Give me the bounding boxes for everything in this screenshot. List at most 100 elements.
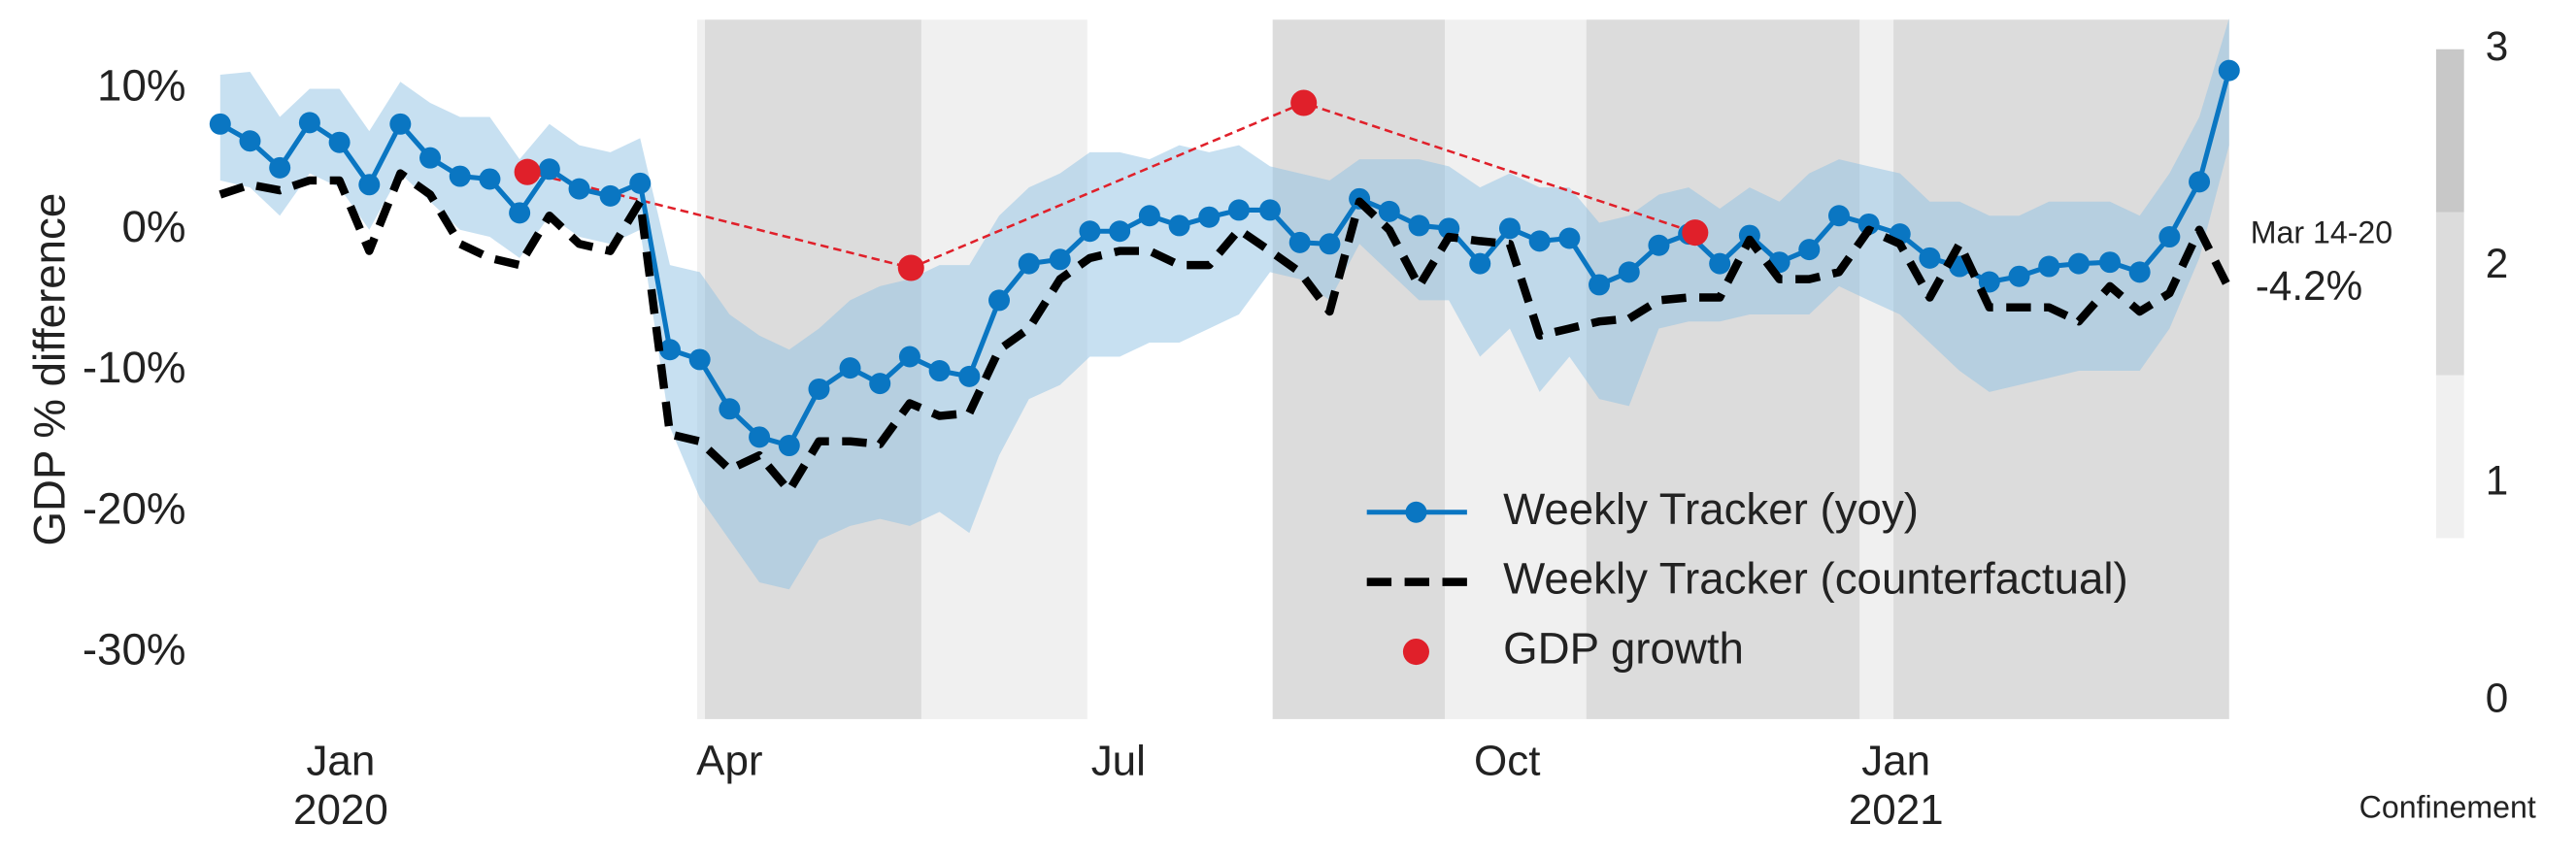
x-tick: Apr — [696, 735, 763, 785]
series-marker — [1198, 206, 1221, 228]
series-marker — [1378, 200, 1400, 222]
series-marker — [1798, 239, 1821, 261]
colorbar-segment — [2435, 375, 2464, 539]
x-tick: Jul — [1090, 735, 1146, 785]
gdp-growth-point — [1290, 89, 1318, 116]
series-marker — [509, 202, 531, 224]
series-marker — [2158, 226, 2181, 248]
series-marker — [599, 184, 621, 207]
series-marker — [1709, 252, 1731, 275]
x-tick-label: Jul — [1090, 735, 1146, 785]
x-tick-label: Oct — [1474, 735, 1541, 785]
series-marker — [449, 165, 471, 187]
series-marker — [1079, 220, 1101, 243]
colorbar-tick-label: 0 — [2486, 675, 2509, 720]
series-marker — [1319, 233, 1341, 255]
gdp-growth-point — [1682, 219, 1709, 247]
series-marker — [2008, 265, 2030, 287]
series-marker — [1227, 199, 1250, 221]
series-marker — [239, 130, 261, 152]
colorbar-segment — [2435, 212, 2464, 376]
series-marker — [389, 113, 412, 135]
series-marker — [1259, 199, 1281, 221]
series-marker — [2189, 171, 2211, 193]
series-marker — [1648, 234, 1670, 256]
series-marker — [1049, 248, 1071, 271]
series-marker — [358, 174, 381, 196]
confinement-period — [1272, 19, 1446, 719]
series-marker — [568, 178, 590, 200]
series-marker — [2067, 252, 2090, 275]
series-marker — [1558, 227, 1581, 249]
y-tick-label: 10% — [97, 61, 185, 111]
x-tick-label: Apr — [696, 735, 763, 785]
series-marker — [1589, 274, 1611, 296]
y-tick-label: 0% — [121, 202, 185, 251]
gdp-growth-point — [514, 158, 541, 185]
series-marker — [1168, 214, 1190, 237]
legend-marker — [1405, 501, 1427, 523]
confinement-period — [1859, 19, 1894, 719]
series-marker — [778, 435, 800, 457]
gdp-growth-line — [526, 101, 1696, 270]
series-marker — [629, 172, 652, 194]
legend-marker — [1402, 639, 1429, 666]
series-marker — [928, 360, 951, 382]
series-marker — [898, 346, 920, 368]
legend-label: Weekly Tracker (yoy) — [1503, 484, 1919, 534]
x-tick: Oct — [1474, 735, 1541, 785]
series-marker — [1857, 213, 1880, 235]
series-marker — [479, 168, 501, 190]
annotation-date: Mar 14-20 — [2251, 214, 2392, 249]
series-marker — [988, 289, 1011, 312]
series-marker — [749, 426, 771, 448]
legend-label: Weekly Tracker (counterfactual) — [1503, 554, 2128, 604]
series-marker — [958, 365, 981, 387]
series-marker — [658, 339, 681, 361]
annotation-value: -4.2% — [2256, 263, 2362, 309]
series-marker — [1408, 214, 1430, 237]
series-marker — [1919, 247, 1941, 269]
series-marker — [688, 348, 711, 371]
y-tick-label: -10% — [83, 343, 186, 392]
y-tick-label: -30% — [83, 625, 186, 675]
series-marker — [869, 373, 891, 395]
series-marker — [419, 147, 442, 169]
series-marker — [538, 158, 560, 181]
series-marker — [2218, 59, 2240, 82]
series-marker — [1528, 230, 1551, 252]
series-marker — [1827, 205, 1850, 227]
series-marker — [719, 398, 741, 420]
confinement-period — [1445, 19, 1587, 719]
series-marker — [1138, 205, 1160, 227]
colorbar-tick-label: 1 — [2486, 458, 2509, 504]
series-marker — [839, 357, 861, 379]
series-marker — [1618, 261, 1640, 283]
colorbar-tick-label: 2 — [2486, 241, 2509, 286]
series-marker — [1469, 252, 1491, 275]
series-marker — [808, 378, 830, 400]
plot-layer: 10% 0% -10% -20% -30% Jan 2020 Apr Jul Oct Jan 20… — [83, 17, 2509, 835]
colorbar-label: Confinement — [2359, 789, 2536, 824]
legend-label: GDP growth — [1503, 624, 1744, 674]
series-marker — [209, 113, 231, 135]
gdp-growth-point — [897, 254, 924, 281]
x-tick: Jan 2021 — [1848, 735, 1944, 835]
series-marker — [2128, 261, 2151, 283]
series-marker — [1288, 231, 1311, 253]
series-line — [218, 169, 2233, 495]
series-marker — [1018, 252, 1040, 275]
series-marker — [328, 131, 351, 153]
colorbar-segment — [2435, 49, 2464, 213]
series-marker — [1109, 220, 1131, 243]
series-marker — [1498, 217, 1521, 240]
y-axis-label: GDP % difference — [25, 193, 75, 546]
series-marker — [269, 156, 291, 179]
y-tick-label: -20% — [83, 483, 186, 533]
x-tick-label: Jan 2021 — [1848, 735, 1944, 835]
series-marker — [298, 112, 320, 134]
x-tick-label: Jan 2020 — [292, 735, 388, 835]
confidence-band — [219, 17, 2229, 590]
colorbar-tick-label: 3 — [2486, 23, 2509, 69]
